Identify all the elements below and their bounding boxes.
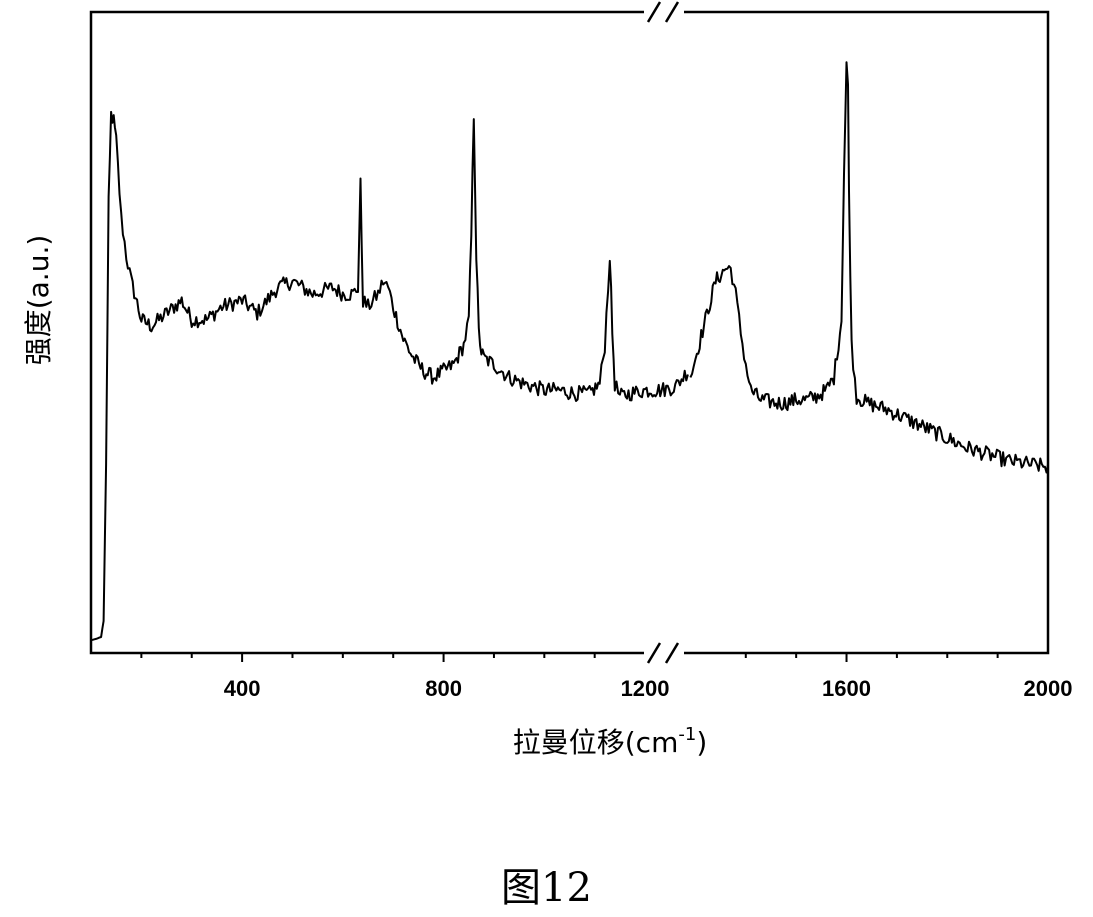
axis-break-bottom: [644, 642, 684, 664]
series-layer: [90, 61, 1049, 642]
x-tick-label-2000: 2000: [1024, 676, 1073, 701]
x-tick-label-800: 800: [425, 676, 462, 701]
x-tick-label-1200: 1200: [621, 676, 670, 701]
x-axis-label-sup: -1: [678, 724, 696, 745]
series-line-1: [90, 110, 689, 642]
x-axis-label-end: ): [696, 726, 707, 759]
axis-break-top: [644, 1, 684, 23]
x-axis-label: 拉曼位移(cm-1): [513, 724, 708, 759]
figure-caption: 图12: [501, 865, 592, 911]
tick-layer: 400 800 1200 1600 2000: [140, 653, 1073, 701]
x-axis-label-main: 拉曼位移(cm: [513, 726, 679, 759]
x-tick-label-400: 400: [224, 676, 261, 701]
plot-frame: [89, 10, 1050, 655]
x-tick-label-1600: 1600: [822, 676, 871, 701]
series-line-2: [689, 61, 1049, 474]
y-axis-label: 强度(a.u.): [22, 235, 55, 366]
